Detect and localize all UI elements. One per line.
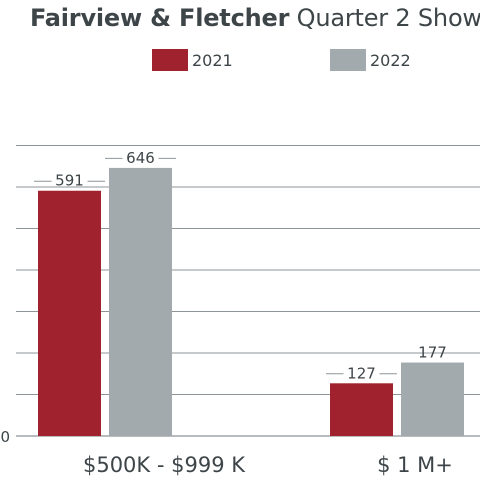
bar-2022-1 — [401, 362, 464, 436]
chart-title-rest: Quarter 2 Show — [296, 4, 480, 32]
chart-title: Fairview & Fletcher Quarter 2 Show — [30, 4, 480, 32]
chart-title-bold: Fairview & Fletcher — [30, 4, 290, 32]
bar-2022-0 — [109, 167, 172, 436]
legend-label-2022: 2022 — [370, 50, 411, 70]
data-label: 591 — [55, 172, 84, 190]
data-label: 646 — [126, 149, 155, 167]
legend-swatch-2022 — [330, 49, 366, 71]
x-category-label: $ 1 M+ — [377, 453, 453, 477]
data-label: 127 — [347, 364, 376, 382]
legend-label-2021: 2021 — [192, 50, 233, 70]
legend-swatch-2021 — [152, 49, 188, 71]
data-label: 177 — [418, 344, 447, 362]
bar-2021-0 — [38, 190, 101, 436]
y-tick-label: 0 — [0, 428, 10, 446]
bar-2021-1 — [330, 383, 393, 436]
legend-item-2021: 2021 — [152, 48, 233, 72]
legend-item-2022: 2022 — [330, 48, 411, 72]
x-category-label: $500K - $999 K — [83, 453, 246, 477]
